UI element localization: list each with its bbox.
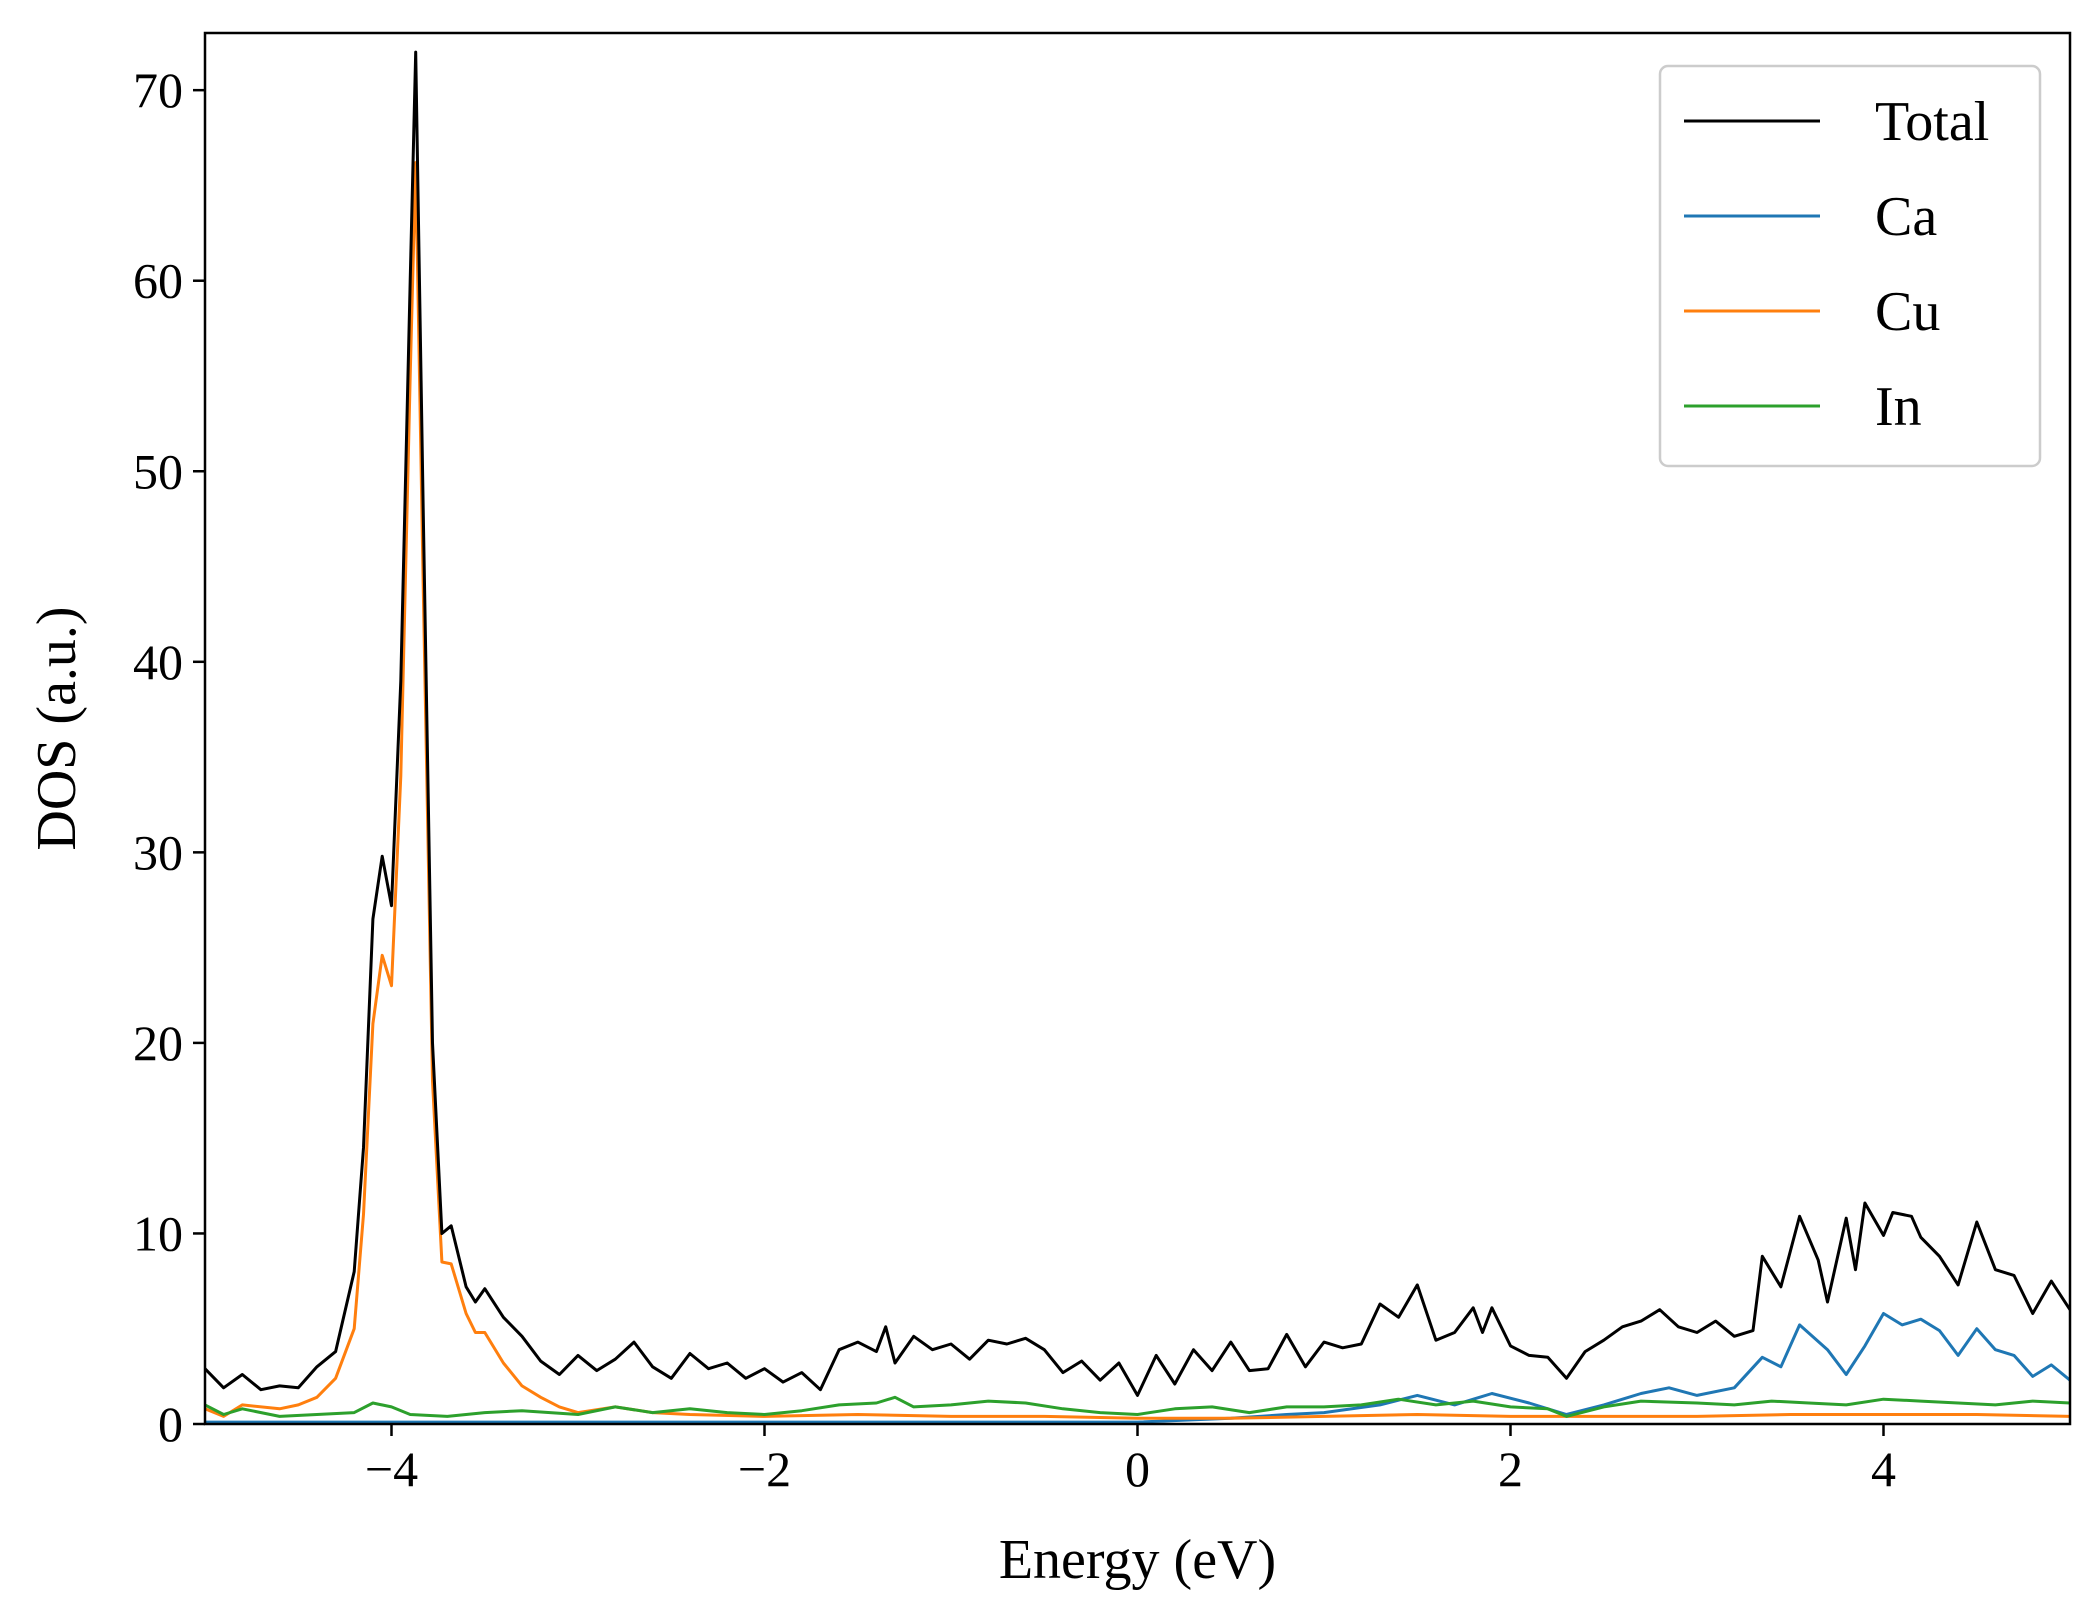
y-tick-label: 0 [158,1396,183,1452]
legend-label-cu: Cu [1875,281,1940,343]
y-tick-label: 60 [133,253,183,309]
x-tick-label: −2 [738,1441,791,1497]
x-tick-label: 0 [1125,1441,1150,1497]
legend: Total Ca Cu In [1658,64,2042,468]
y-tick-label: 40 [133,634,183,690]
x-tick-label: 2 [1498,1441,1523,1497]
series-line-cu [205,161,2070,1420]
x-tick-label: −4 [365,1441,418,1497]
legend-box [1658,64,2042,468]
series-layer [205,50,2070,1424]
x-axis-label: Energy (eV) [999,1529,1276,1591]
y-axis-label: DOS (a.u.) [26,606,88,850]
x-tick-label: 4 [1871,1441,1896,1497]
legend-label-in: In [1875,376,1922,438]
y-tick-label: 10 [133,1205,183,1261]
y-tick-label: 50 [133,443,183,499]
series-line-total [205,50,2070,1397]
legend-label-ca: Ca [1875,186,1937,248]
y-tick-label: 20 [133,1015,183,1071]
y-tick-label: 70 [133,62,183,118]
series-line-in [205,1395,2070,1418]
legend-label-total: Total [1875,91,1989,153]
y-tick-label: 30 [133,824,183,880]
